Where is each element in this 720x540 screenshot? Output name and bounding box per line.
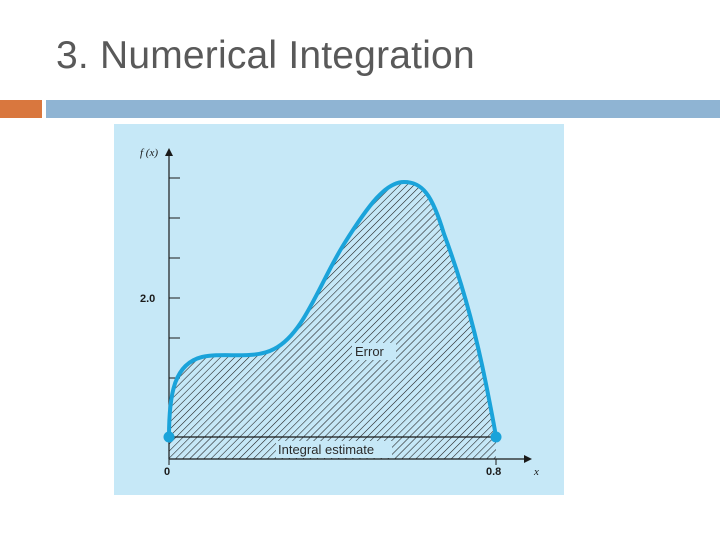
- integral-label-backdrop: [276, 441, 392, 458]
- error-label: Error: [355, 344, 385, 359]
- slide-title: 3. Numerical Integration: [56, 34, 475, 77]
- x-axis-arrow: [524, 455, 532, 463]
- y-axis-arrow: [165, 148, 173, 156]
- x-tick-label-end: 0.8: [486, 466, 501, 478]
- y-tick-label: 2.0: [140, 293, 155, 305]
- x-tick-label-start: 0: [164, 466, 170, 478]
- error-region: [169, 182, 496, 437]
- error-label-backdrop: [352, 343, 396, 360]
- function-curve: [167, 179, 498, 439]
- integral-estimate-label: Integral estimate: [278, 442, 374, 457]
- x-axis-label: x: [533, 466, 539, 478]
- integration-figure: f (x) 2.0 0 0.8 x Error Integral estimat…: [114, 124, 564, 495]
- right-endpoint-marker: [490, 431, 502, 443]
- y-axis-label: f (x): [140, 147, 158, 159]
- integration-diagram: f (x) 2.0 0 0.8 x Error Integral estimat…: [114, 124, 564, 495]
- title-accent-bar-orange: [0, 100, 42, 118]
- left-endpoint-marker: [163, 431, 175, 443]
- title-accent-bar-blue: [46, 100, 720, 118]
